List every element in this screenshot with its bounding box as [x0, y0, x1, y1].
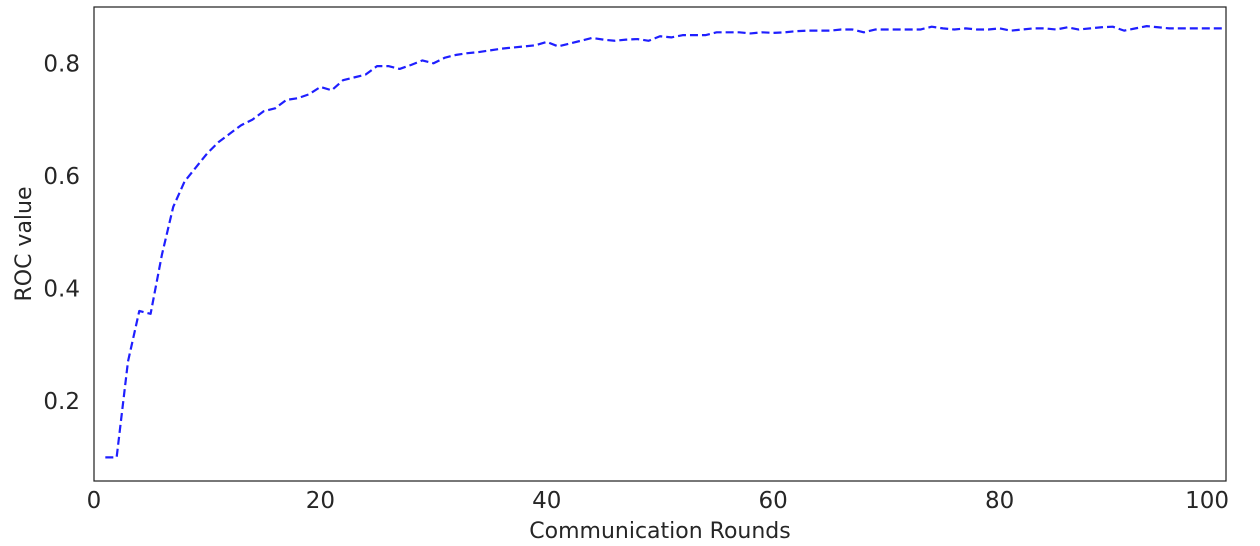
series-layer	[105, 25, 1226, 459]
x-axis-title: Communication Rounds	[529, 519, 790, 544]
y-tick-label: 0.2	[43, 389, 80, 415]
y-tick-label: 0.4	[43, 276, 80, 302]
y-axis-title: ROC value	[12, 186, 37, 301]
x-tick-label: 0	[87, 488, 102, 514]
plot-background	[94, 7, 1226, 481]
x-tick-label: 20	[306, 488, 335, 514]
y-tick-labels: 0.2 0.4 0.6 0.8	[43, 51, 80, 415]
x-tick-label: 80	[985, 488, 1014, 514]
y-tick-label: 0.8	[43, 51, 80, 77]
x-tick-label: 60	[759, 488, 788, 514]
plot-frame	[93, 6, 1227, 482]
x-tick-label: 40	[532, 488, 561, 514]
x-tick-labels: 0 20 40 60 80 100	[87, 488, 1229, 514]
y-tick-label: 0.6	[43, 164, 80, 190]
series-line-0	[105, 25, 1226, 459]
x-tick-label: 100	[1185, 488, 1229, 514]
